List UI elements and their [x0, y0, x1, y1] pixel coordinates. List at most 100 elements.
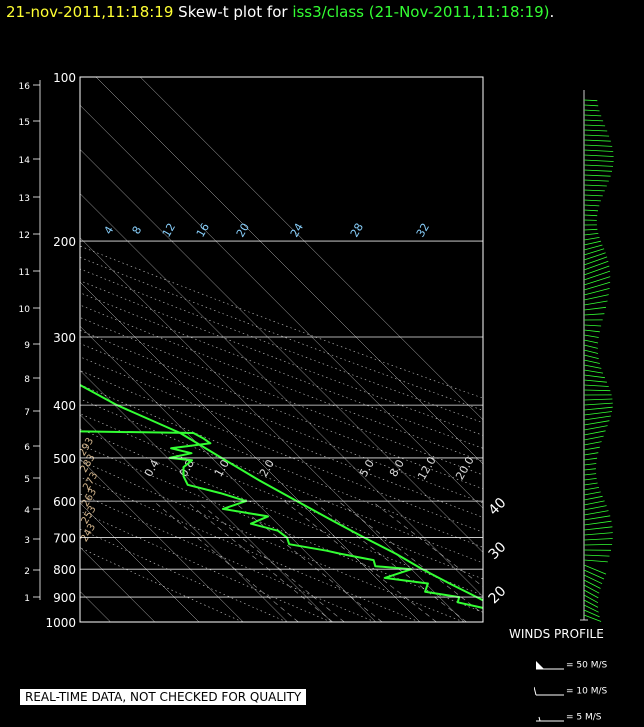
pressure-tick-label: 900	[53, 591, 76, 605]
chart-title: 21-nov-2011,11:18:19 Skew-t plot for iss…	[6, 3, 554, 21]
wind-barb	[583, 256, 608, 266]
wind-barb	[583, 544, 613, 546]
height-tick-label: 14	[19, 156, 31, 166]
dry-adiabat	[80, 257, 483, 411]
height-tick-label: 16	[19, 82, 31, 92]
dry-adiabat	[80, 292, 483, 449]
mixing-ratio-label: 4	[102, 224, 117, 237]
pressure-tick-label: 500	[53, 452, 76, 466]
pressure-tick-label: 100	[53, 71, 76, 85]
wind-barb	[583, 564, 607, 575]
isotherm-line	[80, 458, 244, 622]
wind-barb	[583, 124, 606, 127]
wind-barb	[583, 313, 605, 316]
temperature-tick-label: 40	[486, 495, 510, 519]
height-tick-label: 8	[24, 375, 30, 385]
dry-adiabat	[80, 356, 483, 518]
height-tick-label: 4	[24, 506, 30, 516]
barb-flag-icon	[536, 661, 564, 670]
wind-barb	[583, 569, 605, 580]
wind-barb	[583, 415, 611, 421]
wind-barb	[583, 354, 599, 359]
mixing-ratio-line	[153, 500, 299, 622]
wind-barb	[583, 344, 598, 349]
isotherm-line	[80, 104, 483, 509]
pressure-tick-label: 800	[53, 563, 76, 577]
dry-adiabat	[80, 428, 483, 596]
wind-barb	[583, 559, 608, 563]
mixing-ratio-label: 28	[348, 221, 366, 240]
winds-profile	[580, 90, 614, 622]
wind-barb	[583, 510, 609, 516]
wind-barb	[583, 306, 607, 311]
dry-adiabat	[80, 476, 420, 622]
height-tick-label: 11	[19, 268, 30, 278]
wind-barb	[583, 406, 613, 411]
pressure-tick-label: 300	[53, 331, 76, 345]
isotherm-line	[80, 281, 421, 622]
height-tick-label: 6	[24, 443, 30, 453]
wind-barb	[583, 164, 614, 167]
height-tick-label: 2	[24, 567, 30, 577]
isotherm-line	[80, 414, 288, 622]
wind-barb	[583, 99, 598, 102]
wind-barb	[583, 579, 601, 589]
plot-area-frame: 1002003004005006007008009001000123456789…	[19, 71, 510, 630]
height-tick-label: 10	[19, 305, 31, 315]
dry-adiabat	[80, 280, 483, 436]
title-date: 21-nov-2011,11:18:19	[6, 3, 174, 21]
wind-barb	[583, 288, 610, 296]
wind-barb	[583, 402, 613, 406]
title-end: .	[549, 3, 555, 21]
wind-barb	[583, 487, 600, 491]
wind-barb	[583, 594, 599, 604]
wind-barb	[583, 237, 600, 241]
mixing-ratio-line	[312, 500, 467, 622]
mixing-ratio-label: 32	[414, 221, 432, 240]
pressure-tick-label: 1000	[45, 616, 76, 630]
wind-barb	[583, 599, 599, 608]
wind-legend-5: = 5 M/S	[534, 711, 602, 723]
wind-barb	[583, 119, 604, 122]
dry-adiabat	[80, 398, 483, 564]
wind-barb	[583, 244, 603, 251]
mixing-ratio-lower-label: 5.0	[357, 457, 377, 479]
wind-barb	[583, 240, 601, 246]
dry-adiabat	[80, 370, 483, 533]
wind-barb	[583, 384, 609, 387]
title-prefix: Skew-t plot for	[178, 3, 288, 21]
isotherm-line	[80, 149, 483, 553]
wind-barb	[583, 300, 608, 306]
wind-barb	[583, 398, 613, 401]
wind-barb	[583, 526, 613, 531]
quality-disclaimer: REAL-TIME DATA, NOT CHECKED FOR QUALITY	[20, 689, 307, 705]
isotherm-line	[95, 77, 483, 465]
wind-barb	[583, 204, 600, 207]
barb-half-icon	[536, 716, 564, 722]
wind-barb	[583, 538, 613, 541]
wind-barb	[583, 149, 614, 152]
dry-adiabat	[80, 528, 287, 622]
wind-barb	[583, 609, 600, 618]
dry-adiabat	[80, 245, 483, 399]
wind-barb	[583, 425, 608, 431]
height-tick-label: 5	[24, 475, 30, 485]
wind-barb	[583, 491, 601, 496]
wind-barb	[583, 457, 598, 461]
wind-barb	[583, 174, 611, 177]
wind-barb	[583, 339, 599, 344]
wind-barb	[583, 430, 606, 436]
wind-barb	[583, 589, 599, 599]
mixing-ratio-lower-label: 1.0	[212, 457, 232, 479]
mixing-ratio-line	[338, 500, 483, 615]
wind-barb	[583, 411, 613, 416]
height-tick-label: 7	[24, 408, 30, 418]
dry-adiabat	[80, 330, 483, 490]
height-tick-label: 12	[19, 231, 30, 241]
height-tick-label: 15	[19, 118, 30, 128]
isotherm-line	[140, 77, 483, 421]
wind-barb	[583, 129, 608, 132]
temperature-tick-label: 30	[486, 539, 510, 563]
dry-adiabat-label: 243	[79, 522, 98, 544]
